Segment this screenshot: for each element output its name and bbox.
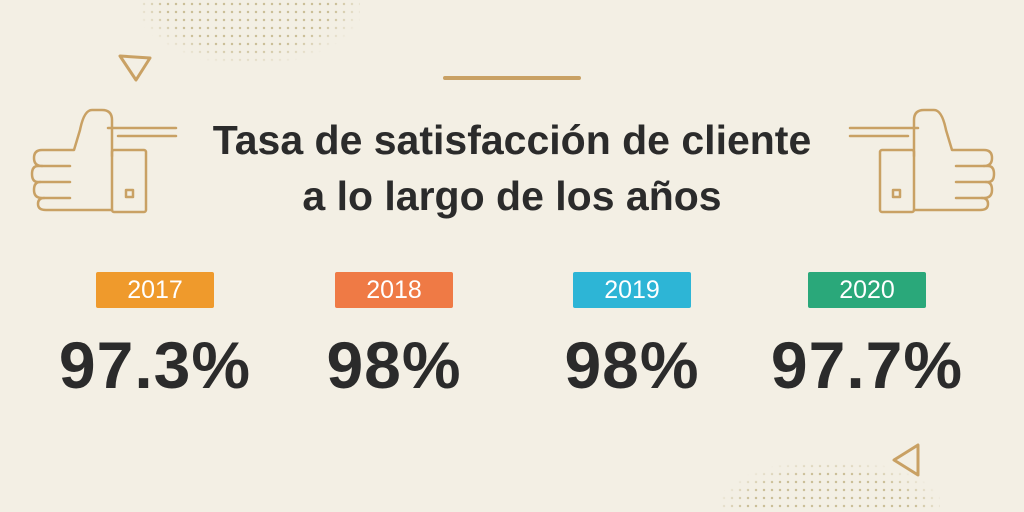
satisfaction-value: 97.3% (58, 328, 252, 402)
triangle-outline-icon (118, 54, 152, 82)
stat-2017: 2017 97.3% (45, 272, 265, 400)
stat-2019: 2019 98% (522, 272, 742, 400)
satisfaction-value: 98% (564, 328, 700, 402)
stat-2020: 2020 97.7% (757, 272, 977, 400)
thumbs-up-icon (848, 108, 996, 214)
title-rule (443, 76, 581, 80)
year-badge: 2018 (335, 272, 453, 308)
title-line-2: a lo largo de los años (302, 173, 722, 219)
year-badge: 2017 (96, 272, 214, 308)
title-line-1: Tasa de satisfacción de cliente (212, 117, 812, 163)
satisfaction-value: 98% (326, 328, 462, 402)
satisfaction-value: 97.7% (770, 328, 964, 402)
year-badge: 2020 (808, 272, 926, 308)
triangle-outline-icon (892, 443, 920, 477)
dot-pattern-top (140, 0, 360, 62)
dot-pattern-bottom (720, 462, 940, 512)
page-title: Tasa de satisfacción de cliente a lo lar… (150, 112, 874, 224)
year-badge: 2019 (573, 272, 691, 308)
stat-2018: 2018 98% (284, 272, 504, 400)
thumbs-up-icon (30, 108, 178, 214)
